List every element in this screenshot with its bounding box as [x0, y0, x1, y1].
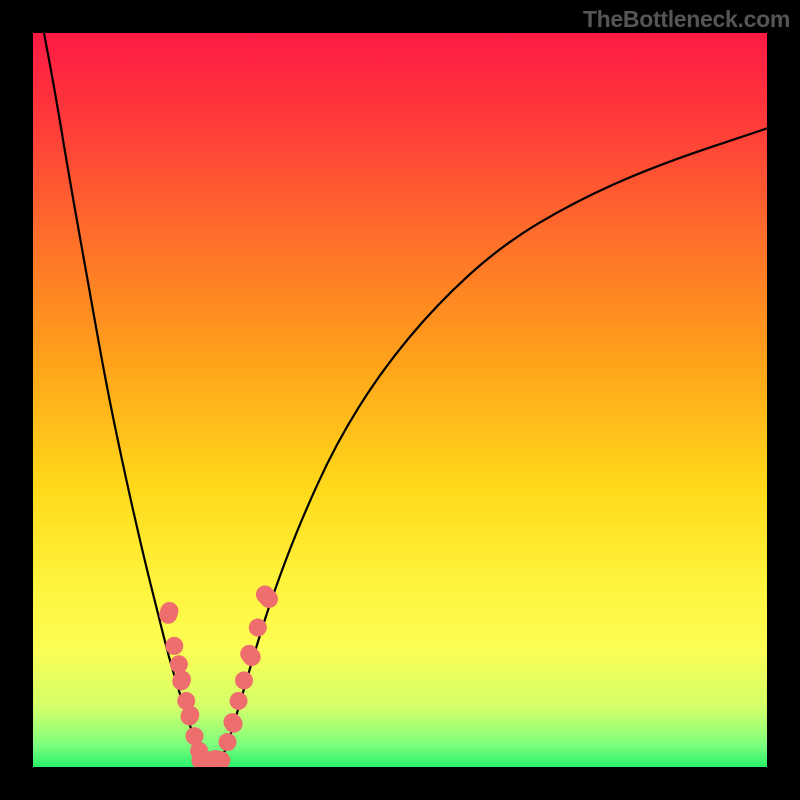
marker-dot — [170, 655, 188, 673]
marker-dot — [249, 619, 267, 637]
marker-dot — [165, 637, 183, 655]
watermark-text: TheBottleneck.com — [583, 6, 790, 33]
marker-dot — [235, 671, 253, 689]
gradient-background — [33, 33, 767, 767]
chart-svg — [33, 33, 767, 767]
marker-dot — [230, 692, 248, 710]
plot-area — [33, 33, 767, 767]
marker-dot — [219, 733, 237, 751]
